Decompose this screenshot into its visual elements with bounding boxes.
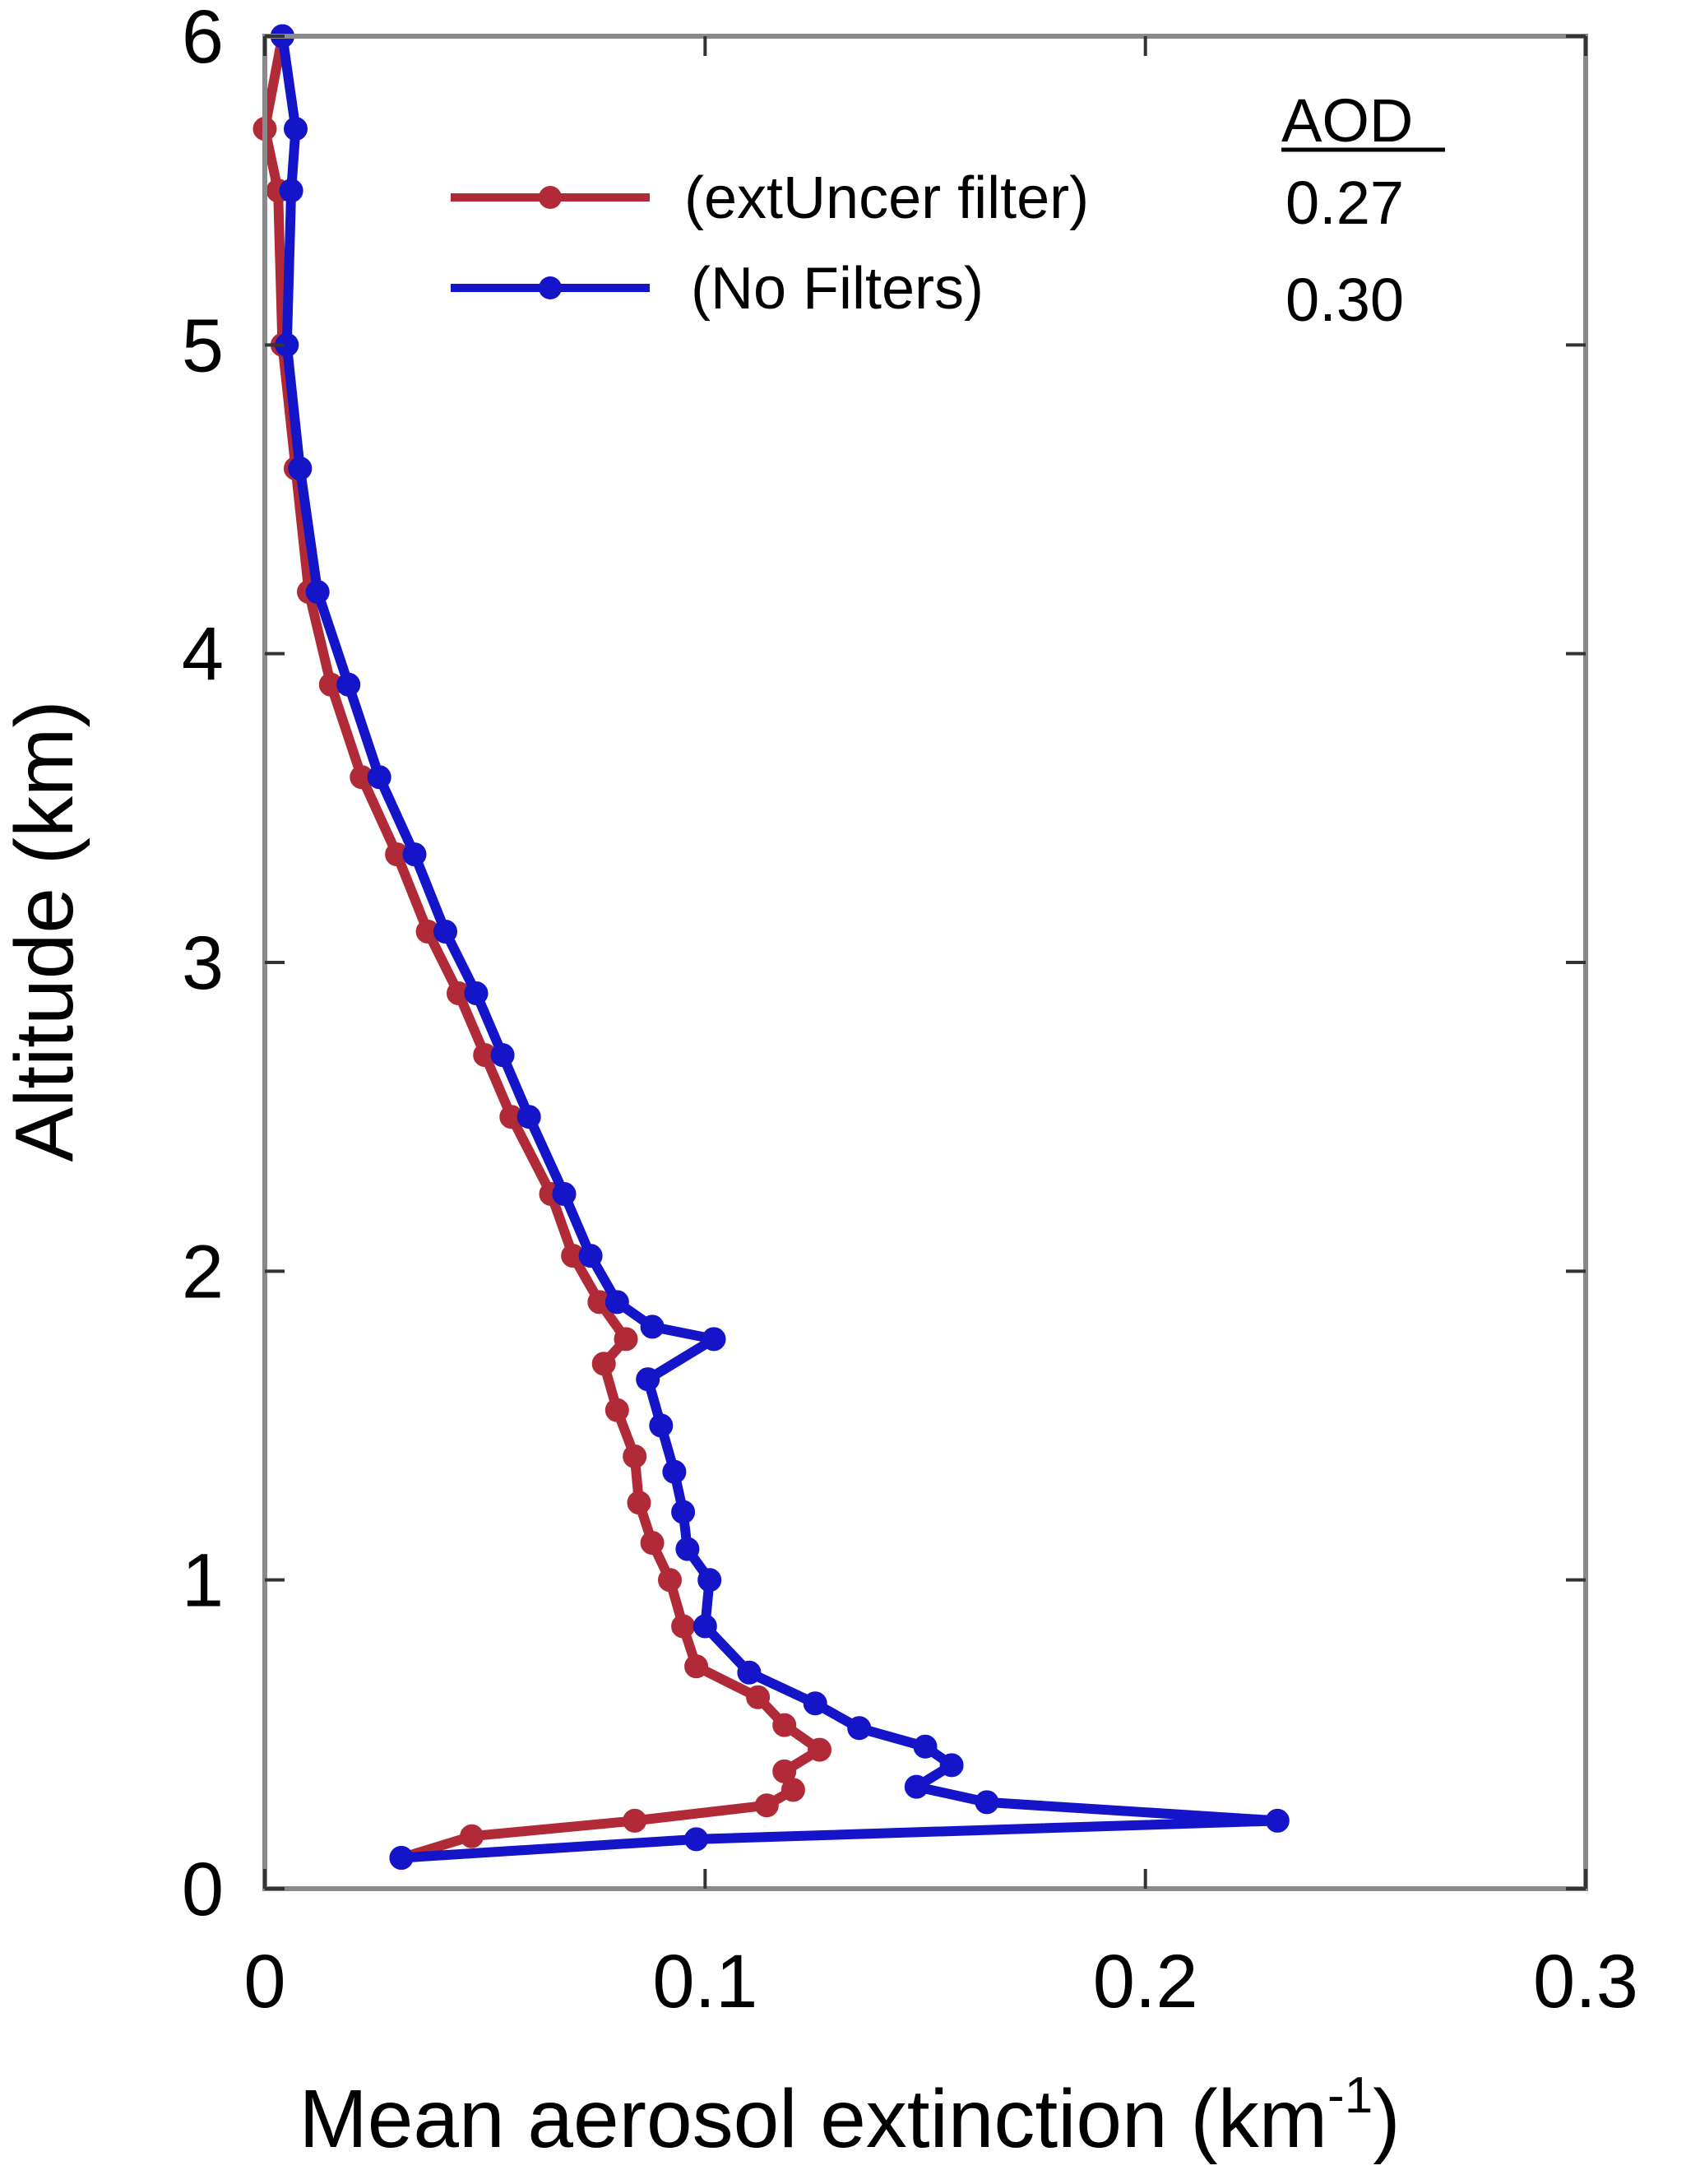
x-tick-label: 0.1 <box>652 1940 757 2024</box>
y-tick-label: 3 <box>182 921 224 1005</box>
data-point-no-filters <box>367 765 391 790</box>
data-point-extuncer-filter <box>671 1614 696 1639</box>
data-point-extuncer-filter <box>591 1352 616 1376</box>
data-point-no-filters <box>402 842 427 867</box>
data-point-extuncer-filter <box>684 1654 709 1679</box>
data-point-no-filters <box>516 1105 541 1129</box>
x-axis-title-superscript: -1 <box>1327 2067 1373 2124</box>
series-layer <box>252 24 1290 1870</box>
aod-heading: AOD <box>1281 86 1413 155</box>
data-point-extuncer-filter <box>623 1444 647 1468</box>
data-point-no-filters <box>693 1614 717 1639</box>
legend-swatch-marker-no-filters <box>539 276 562 299</box>
legend: (extUncer filter) (No Filters) <box>451 165 1089 322</box>
y-tick-label: 1 <box>182 1539 224 1623</box>
data-point-extuncer-filter <box>460 1824 484 1848</box>
data-point-no-filters <box>904 1774 929 1799</box>
data-point-no-filters <box>671 1500 696 1524</box>
data-point-no-filters <box>913 1734 938 1759</box>
aod-value-extuncer-filter: 0.27 <box>1285 169 1404 237</box>
data-point-no-filters <box>939 1753 964 1778</box>
x-tick-label: 0.3 <box>1533 1940 1638 2024</box>
y-tick-label: 4 <box>182 613 224 697</box>
series-extuncer-filter <box>252 24 831 1870</box>
data-point-no-filters <box>433 920 457 944</box>
x-axis-title: Mean aerosol extinction (km-1) <box>299 2067 1401 2165</box>
y-tick-label: 0 <box>182 1848 224 1931</box>
y-tick-label: 6 <box>182 0 224 79</box>
data-point-no-filters <box>975 1790 999 1815</box>
legend-label-no-filters: (No Filters) <box>691 256 984 322</box>
data-point-no-filters <box>847 1716 872 1741</box>
data-point-no-filters <box>284 117 308 141</box>
data-point-no-filters <box>464 981 489 1005</box>
y-tick-label: 5 <box>182 304 224 387</box>
data-point-extuncer-filter <box>640 1531 665 1556</box>
data-point-extuncer-filter <box>623 1808 647 1833</box>
data-point-no-filters <box>803 1691 827 1716</box>
y-tick-label: 2 <box>182 1230 224 1314</box>
data-point-no-filters <box>1265 1808 1290 1833</box>
data-point-no-filters <box>737 1660 762 1685</box>
data-point-extuncer-filter <box>604 1398 629 1422</box>
data-point-no-filters <box>675 1537 700 1561</box>
data-point-no-filters <box>697 1568 722 1593</box>
series-no-filters <box>270 24 1290 1870</box>
data-point-no-filters <box>305 580 330 605</box>
x-tick-label: 0 <box>243 1940 285 2024</box>
data-point-extuncer-filter <box>746 1685 771 1709</box>
data-point-no-filters <box>288 457 313 480</box>
data-point-no-filters <box>578 1244 603 1268</box>
data-point-no-filters <box>490 1043 515 1068</box>
x-tick-label: 0.2 <box>1093 1940 1198 2024</box>
aod-value-no-filters: 0.30 <box>1285 266 1404 334</box>
data-point-extuncer-filter <box>627 1491 651 1515</box>
data-point-extuncer-filter <box>658 1568 682 1593</box>
data-point-no-filters <box>336 672 361 697</box>
series-line-extuncer-filter <box>260 31 825 1863</box>
y-axis-title: Altitude (km) <box>0 700 90 1162</box>
data-point-no-filters <box>684 1827 709 1852</box>
legend-label-extuncer-filter: (extUncer filter) <box>684 165 1089 231</box>
data-point-extuncer-filter <box>614 1327 638 1352</box>
data-point-no-filters <box>649 1413 674 1438</box>
data-point-no-filters <box>279 179 303 203</box>
data-point-no-filters <box>604 1290 629 1315</box>
data-point-no-filters <box>640 1315 665 1339</box>
data-point-no-filters <box>552 1182 577 1206</box>
legend-swatch-marker-extuncer-filter <box>539 186 562 209</box>
x-axis-title-close: ) <box>1373 2073 1400 2165</box>
data-point-extuncer-filter <box>754 1793 779 1818</box>
data-point-no-filters <box>702 1327 726 1352</box>
data-point-no-filters <box>662 1459 687 1484</box>
data-point-no-filters <box>389 1846 414 1870</box>
data-point-extuncer-filter <box>772 1759 797 1783</box>
data-point-extuncer-filter <box>808 1737 831 1762</box>
aod-annotation: AOD 0.27 0.30 <box>1281 86 1445 334</box>
x-axis-title-text: Mean aerosol extinction (km <box>299 2073 1328 2165</box>
data-point-extuncer-filter <box>772 1713 797 1737</box>
data-point-no-filters <box>636 1367 660 1392</box>
